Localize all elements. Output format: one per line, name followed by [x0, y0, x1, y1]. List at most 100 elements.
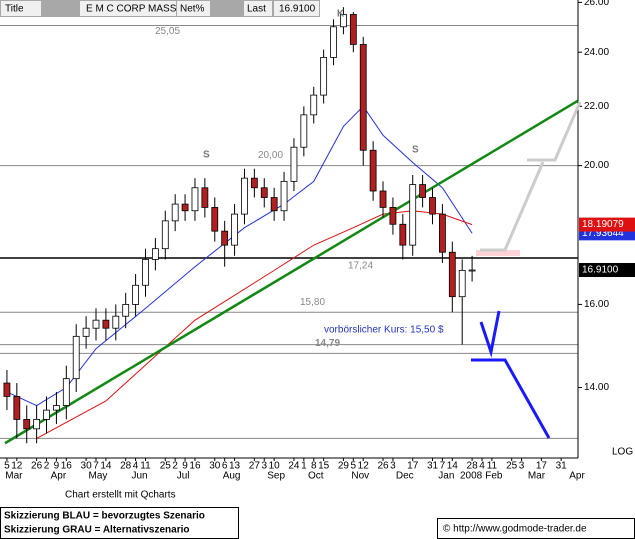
candle-body [468, 269, 476, 272]
candle-body [389, 207, 397, 225]
candle-body [221, 230, 229, 246]
annotation: S [412, 145, 419, 156]
x-tick-label: 17 [536, 461, 548, 472]
x-tick-label: 11 [487, 461, 498, 472]
x-tick-label: 14 [100, 461, 112, 472]
candle-body [439, 213, 446, 253]
x-tick-label: 8 [311, 461, 317, 472]
blue-scenario [471, 358, 551, 439]
x-tick-label: 31 [556, 461, 568, 472]
header-name: E M C CORP MASS [86, 4, 177, 15]
header-cell [274, 1, 319, 16]
price-label: 17.93644 [582, 228, 624, 239]
candle-body [369, 149, 377, 192]
candle-body [320, 56, 328, 96]
y-tick-label: 22.00 [584, 101, 609, 112]
candle-body [241, 177, 248, 215]
candle-body [102, 319, 110, 329]
month-label: Jun [131, 471, 147, 482]
x-tick-label: 3 [519, 461, 525, 472]
candle-body [359, 44, 367, 151]
x-tick-label: 5 [4, 461, 10, 472]
candle-body [270, 197, 278, 212]
level-label: 14,79 [315, 338, 340, 349]
header-cell [80, 1, 176, 16]
x-tick-label: 6 [222, 461, 228, 472]
legend-gray: Skizzierung GRAU = Alternativszenario [4, 525, 190, 536]
candle-body [340, 14, 347, 28]
candle-body [349, 14, 357, 45]
x-tick-label: 11 [140, 461, 151, 472]
x-tick-label: 7 [440, 461, 446, 472]
level-label: 25,05 [155, 26, 180, 37]
candle-body [458, 269, 466, 298]
line [36, 210, 473, 439]
month-label: 2008 [460, 471, 483, 482]
price-label: 18.19079 [582, 219, 624, 230]
candle-body [429, 197, 436, 215]
candle-body [142, 259, 149, 286]
x-tick-label: 4 [479, 461, 485, 472]
plot: 25,05 20,00 17,24 15,80 14,79 26.00 24.00 22.00… [0, 0, 609, 482]
candle-body [181, 203, 189, 212]
x-tick-label: 30 [209, 461, 221, 472]
candle-body [122, 304, 130, 317]
month-label: Mar [528, 471, 546, 482]
scale-label: LOG [612, 447, 633, 458]
x-tick-label: 28 [120, 461, 132, 472]
price-box [579, 263, 635, 278]
header-last-value: 16.9100 [279, 4, 316, 15]
y-tick-label: 20.00 [584, 160, 609, 171]
candle-body [13, 396, 21, 420]
legend-box [0, 507, 239, 539]
candle-body [23, 419, 31, 430]
candle-body [260, 187, 268, 198]
header-net: Net% [180, 4, 205, 15]
candle-body [448, 251, 456, 298]
header: Title E M C CORP MASS Net% Last 16.9100 [0, 0, 320, 17]
candle-body [399, 223, 407, 246]
y-tick-label: 26.00 [584, 0, 609, 8]
header-title: Title [5, 4, 24, 15]
x-tick-label: 7 [93, 461, 99, 472]
candle-body [280, 180, 288, 212]
x-tick-label: 26 [31, 461, 43, 472]
candle-body [43, 409, 50, 420]
candle-body [33, 419, 41, 430]
x-tick-label: 13 [229, 461, 241, 472]
candle-body [310, 94, 318, 116]
x-tick-label: 12 [11, 461, 23, 472]
candle-body [82, 327, 90, 337]
x-tick-label: 3 [390, 461, 396, 472]
x-tick-label: 16 [61, 461, 73, 472]
candle-body [250, 177, 258, 189]
price-box [579, 217, 635, 232]
x-tick-label: 28 [467, 461, 479, 472]
header-cell [1, 1, 41, 16]
candle-body [72, 335, 80, 380]
annotation: K [337, 9, 345, 20]
month-label: Oct [308, 471, 324, 482]
candle-body [151, 248, 159, 260]
x-tick-label: 1 [301, 461, 307, 472]
blue-scenario [479, 310, 501, 358]
y-tick-label: 24.00 [584, 47, 609, 58]
candle-body [300, 114, 308, 148]
x-tick-label: 29 [338, 461, 350, 472]
x-tick-label: 4 [133, 461, 139, 472]
month-label: Apr [569, 471, 585, 482]
x-tick-label: 31 [427, 461, 439, 472]
y-tick-label: 14.00 [584, 382, 609, 393]
candle-body [53, 405, 60, 411]
month-label: Apr [51, 471, 67, 482]
month-label: Mar [5, 471, 23, 482]
month-label: Nov [351, 471, 369, 482]
legend-blue: Skizzierung BLAU = bevorzugtes Szenario [4, 511, 205, 522]
candle-body [132, 284, 139, 305]
x-tick-label: 27 [249, 461, 261, 472]
month-label: Jul [177, 471, 190, 482]
level-label: 17,24 [348, 261, 373, 272]
month-label: Jan [438, 471, 454, 482]
candle-body [290, 146, 298, 182]
